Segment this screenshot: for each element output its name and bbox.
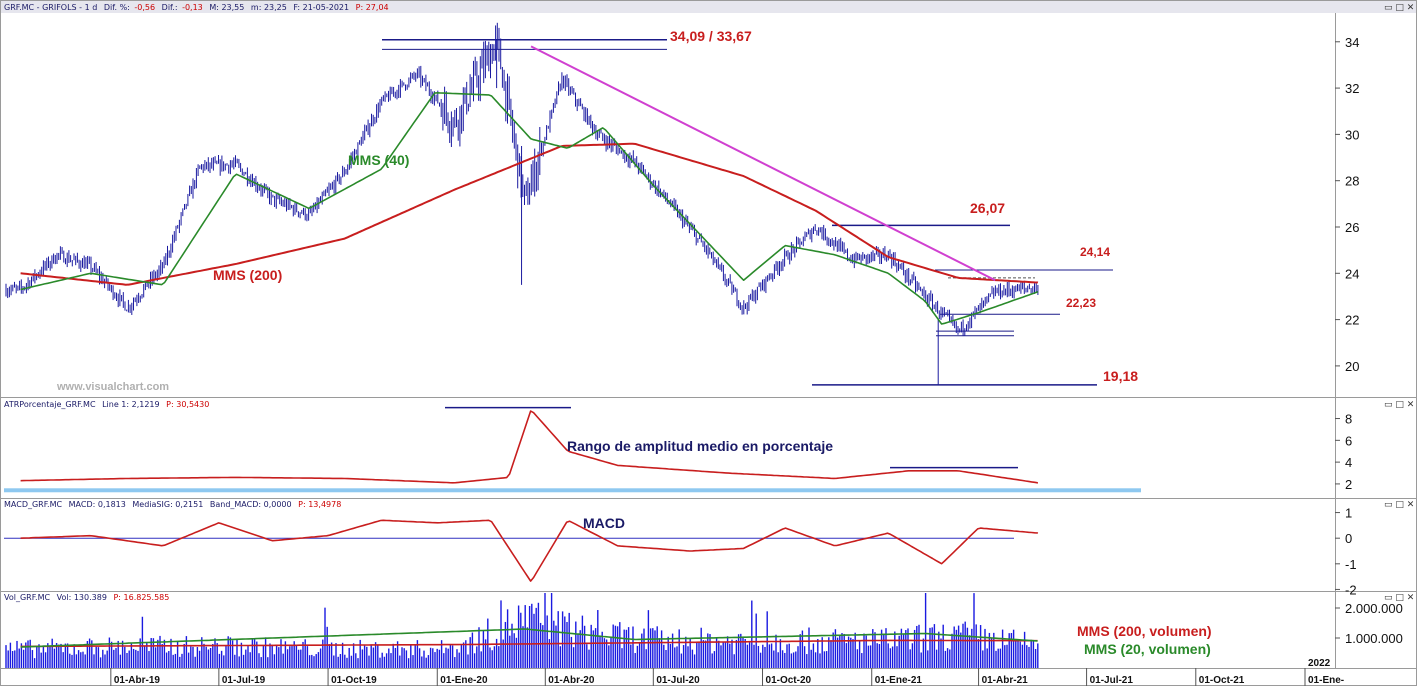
- vol-panel-buttons[interactable]: ▭ □ ✕: [1384, 593, 1414, 603]
- label-atr-title: Rango de amplitud medio en porcentaje: [567, 438, 833, 454]
- atr-axis-label: 8: [1345, 412, 1352, 427]
- macd-layer: [4, 519, 1039, 582]
- macd-header-last: P: 13,4978: [298, 500, 341, 509]
- label-level-26: 26,07: [970, 200, 1005, 216]
- macd-axis-label: 0: [1345, 531, 1352, 546]
- price-axis-label: 24: [1345, 266, 1359, 281]
- volume-layer: [5, 593, 1039, 668]
- label-level-19: 19,18: [1103, 368, 1138, 384]
- vol-panel-header: Vol_GRF.MC Vol: 130.389 P: 16.825.585 ▭ …: [4, 593, 1414, 603]
- label-vol-mms200: MMS (200, volumen): [1077, 623, 1212, 639]
- header-dif: -0,13: [182, 3, 203, 12]
- macd-axis-label: -1: [1345, 557, 1357, 572]
- svg-text:Vol_GRF.MC Vol: 130.389: Vol_GRF.MC Vol: 130.389 P: 16.825.585: [4, 593, 169, 602]
- header-difpct-label: Dif. %:: [104, 3, 130, 12]
- vol-axis-label: 1.000.000: [1345, 631, 1403, 646]
- svg-text:GRF.MC - GRIFOLS - 1 d D: GRF.MC - GRIFOLS - 1 d Dif. %: -0,56 Dif…: [4, 3, 389, 12]
- vol-mms200-line: [20, 639, 1038, 648]
- macd-axis-label: 1: [1345, 506, 1352, 521]
- time-axis-label: 01-Ene-: [1308, 675, 1344, 686]
- atr-panel-header: ATRPorcentaje_GRF.MC Line 1: 2,1219 P: 3…: [4, 400, 1414, 410]
- price-axis-label: 20: [1345, 359, 1359, 374]
- time-axis-label: 01-Ene-20: [440, 675, 488, 686]
- axes-layer: 20222426283032342468-2-1011.000.0002.000…: [110, 35, 1403, 686]
- price-header-bg: [1, 1, 1416, 13]
- mms200-line: [20, 142, 1039, 286]
- header-max: M: 23,55: [209, 3, 244, 12]
- time-axis-label: 01-Abr-21: [982, 675, 1029, 686]
- time-axis-label: 01-Oct-20: [766, 675, 812, 686]
- atr-line: [20, 410, 1039, 484]
- header-min: m: 23,25: [251, 3, 287, 12]
- price-layer: [5, 22, 1113, 386]
- time-axis-label: 01-Abr-19: [114, 675, 161, 686]
- trendline: [530, 45, 996, 282]
- header-date: F: 21-05-2021: [293, 3, 349, 12]
- atr-base-band: [4, 488, 1141, 493]
- price-axis-label: 22: [1345, 313, 1359, 328]
- label-level-24: 24,14: [1080, 245, 1110, 259]
- atr-header-line: Line 1: 2,1219: [102, 400, 160, 409]
- time-axis-label: 01-Abr-20: [548, 675, 595, 686]
- label-level-22: 22,23: [1066, 296, 1096, 310]
- atr-axis-label: 2: [1345, 477, 1352, 492]
- header-symbol: GRF.MC - GRIFOLS - 1 d: [4, 3, 97, 12]
- time-axis-label: 01-Oct-19: [331, 675, 377, 686]
- macd-panel-buttons[interactable]: ▭ □ ✕: [1384, 500, 1414, 510]
- price-axis-label: 28: [1345, 174, 1359, 189]
- time-axis-label: 01-Oct-21: [1199, 675, 1245, 686]
- header-last: P: 27,04: [356, 3, 389, 12]
- price-panel-buttons[interactable]: ▭ □ ✕: [1384, 3, 1414, 13]
- vol-header-last: P: 16.825.585: [113, 593, 169, 602]
- atr-axis-label: 4: [1345, 455, 1352, 470]
- mms40-line: [20, 92, 1039, 325]
- macd-line: [20, 519, 1039, 582]
- time-axis-label: 01-Ene-21: [875, 675, 923, 686]
- atr-axis-label: 6: [1345, 433, 1352, 448]
- vol-axis-label: 2.000.000: [1345, 601, 1403, 616]
- svg-text:ATRPorcentaje_GRF.MC Lin: ATRPorcentaje_GRF.MC Line 1: 2,1219 P: 3…: [4, 400, 209, 409]
- atr-header-name: ATRPorcentaje_GRF.MC: [4, 400, 96, 409]
- macd-panel-header: MACD_GRF.MC MACD: 0,1813 MediaSIG: 0,215…: [4, 500, 1414, 510]
- label-mms40: MMS (40): [348, 152, 409, 168]
- price-axis-label: 26: [1345, 220, 1359, 235]
- price-axis-label: 30: [1345, 127, 1359, 142]
- time-axis-label: 01-Jul-20: [656, 675, 700, 686]
- price-axis-label: 32: [1345, 81, 1359, 96]
- macd-header-sig: MediaSIG: 0,2151: [132, 500, 203, 509]
- label-vol-mms20: MMS (20, volumen): [1084, 641, 1211, 657]
- watermark: www.visualchart.com: [56, 381, 169, 393]
- macd-header-band: Band_MACD: 0,0000: [210, 500, 292, 509]
- time-axis-label: 01-Jul-19: [222, 675, 266, 686]
- atr-header-last: P: 30,5430: [166, 400, 209, 409]
- vol-header-vol: Vol: 130.389: [57, 593, 107, 602]
- header-difpct: -0,56: [134, 3, 155, 12]
- price-axis-label: 34: [1345, 35, 1359, 50]
- atr-layer: [4, 406, 1141, 493]
- vol-header-name: Vol_GRF.MC: [4, 593, 50, 602]
- label-macd-title: MACD: [583, 515, 625, 531]
- time-axis-label: 01-Jul-21: [1090, 675, 1134, 686]
- header-dif-label: Dif.:: [162, 3, 178, 12]
- macd-header-macd: MACD: 0,1813: [69, 500, 126, 509]
- atr-panel-buttons[interactable]: ▭ □ ✕: [1384, 400, 1414, 410]
- label-level-34: 34,09 / 33,67: [670, 28, 752, 44]
- macd-header-name: MACD_GRF.MC: [4, 500, 63, 509]
- svg-text:MACD_GRF.MC MACD: 0,1813: MACD_GRF.MC MACD: 0,1813 MediaSIG: 0,215…: [4, 500, 341, 509]
- time-axis-year-label: 2022: [1308, 658, 1331, 669]
- volume-bars: [5, 593, 1039, 668]
- macd-axis-label: -2: [1345, 582, 1357, 597]
- vol-mms20-line: [20, 628, 1038, 648]
- price-panel-header: GRF.MC - GRIFOLS - 1 d Dif. %: -0,56 Dif…: [1, 1, 1416, 13]
- label-mms200: MMS (200): [213, 267, 282, 283]
